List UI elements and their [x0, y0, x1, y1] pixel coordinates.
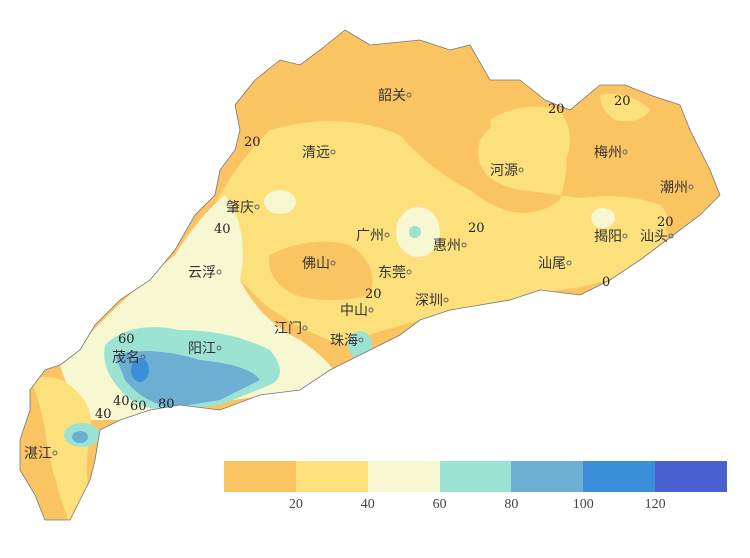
band-20-40-north-east [490, 94, 668, 244]
legend-tick: 20 [288, 497, 303, 512]
city-marker [406, 92, 412, 98]
city-label: 佛山 [302, 256, 330, 272]
city-label: 阳江 [188, 341, 216, 357]
legend-ticks: 20 40 60 80 100 120 [224, 497, 727, 517]
city-marker [216, 269, 222, 275]
contour-label: 0 [602, 275, 610, 290]
city-label: 东莞 [378, 265, 406, 281]
city-label: 中山 [340, 303, 368, 319]
city-label: 潮州 [660, 180, 688, 196]
city-marker [518, 167, 524, 173]
legend-tick: 120 [644, 497, 666, 512]
legend-swatch [295, 461, 368, 492]
city-label: 深圳 [415, 293, 443, 309]
city-marker [330, 260, 336, 266]
band-60-80-guangzhou [409, 226, 421, 238]
contour-label: 40 [214, 222, 231, 237]
city-label: 清远 [302, 145, 330, 161]
legend-tick: 100 [572, 497, 594, 512]
city-label: 云浮 [188, 265, 216, 281]
city-label: 湛江 [24, 446, 52, 462]
city-marker [566, 260, 572, 266]
city-marker [254, 204, 260, 210]
city-label: 肇庆 [226, 200, 254, 216]
legend-swatch [439, 461, 512, 492]
contour-label: 20 [657, 215, 674, 230]
legend-swatch [583, 461, 656, 492]
legend-swatch [367, 461, 440, 492]
legend-tick: 80 [504, 497, 519, 512]
band-20-40-centre [269, 241, 373, 300]
city-marker [461, 242, 467, 248]
city-marker [622, 149, 628, 155]
band-20-40-zhanjiang [30, 377, 100, 520]
legend-swatch [655, 461, 728, 492]
city-marker [216, 345, 222, 351]
city-label: 汕尾 [538, 256, 566, 272]
city-marker [688, 184, 694, 190]
city-label: 韶关 [378, 88, 406, 104]
contour-label: 60 [118, 332, 135, 347]
band-40-60-jieyang [591, 208, 615, 228]
city-marker [330, 149, 336, 155]
city-marker [406, 269, 412, 275]
city-label: 河源 [490, 163, 518, 179]
contour-label: 40 [95, 407, 112, 422]
city-marker [52, 450, 58, 456]
color-legend [224, 461, 728, 492]
contour-label: 20 [468, 221, 485, 236]
contour-label: 60 [130, 399, 147, 414]
city-label: 茂名 [112, 349, 140, 366]
band-80-100 [115, 351, 260, 408]
legend-swatch [511, 461, 584, 492]
band-40-60-zhaoqing [264, 190, 296, 214]
contour-label: 20 [365, 287, 382, 302]
city-marker [384, 232, 390, 238]
city-label: 惠州 [433, 238, 461, 254]
city-label: 揭阳 [594, 229, 622, 245]
contour-label: 80 [158, 397, 175, 412]
band-80-100-zhanjiang [72, 431, 88, 443]
contour-label: 20 [548, 102, 565, 117]
city-label: 梅州 [594, 145, 622, 161]
city-marker [302, 325, 308, 331]
contour-label: 40 [113, 394, 130, 409]
city-marker [140, 354, 146, 360]
band-100-120 [131, 358, 149, 382]
city-label: 珠海 [330, 333, 358, 349]
legend-tick: 40 [360, 497, 375, 512]
city-marker [443, 297, 449, 303]
city-label: 汕头 [640, 229, 668, 245]
city-marker [358, 337, 364, 343]
city-marker [668, 233, 674, 239]
legend-tick: 60 [432, 497, 447, 512]
contour-label: 20 [244, 135, 261, 150]
legend-swatch [224, 461, 296, 492]
city-marker [368, 307, 374, 313]
city-label: 广州 [356, 228, 384, 244]
city-marker [622, 233, 628, 239]
contour-label: 20 [614, 94, 631, 109]
city-label: 江门 [274, 321, 302, 337]
